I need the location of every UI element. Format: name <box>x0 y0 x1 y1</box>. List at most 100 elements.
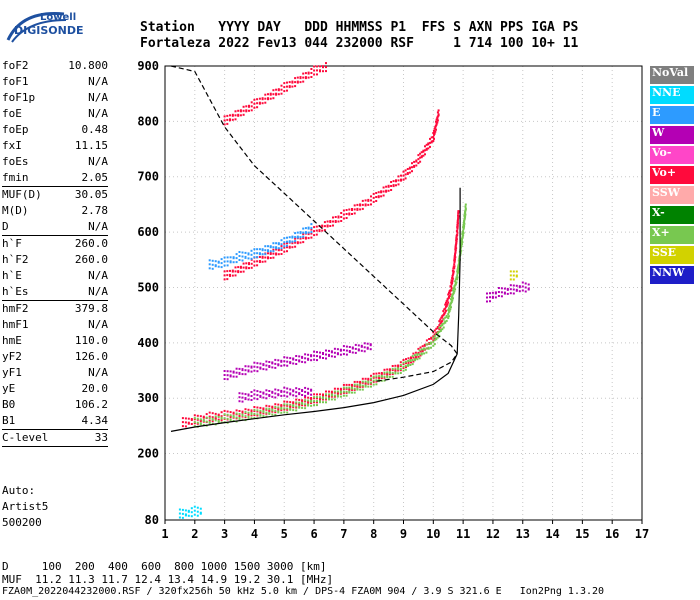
echo-point <box>518 286 521 289</box>
echo-point <box>348 391 351 394</box>
echo-point <box>238 410 241 412</box>
auto-version: 500200 <box>2 516 42 529</box>
echo-point <box>370 378 372 381</box>
echo-point <box>410 357 412 360</box>
echo-point <box>430 342 432 345</box>
echo-point <box>354 351 357 354</box>
echo-point <box>400 174 402 177</box>
echo-point <box>280 88 283 91</box>
echo-point <box>333 395 336 398</box>
echo-point <box>229 416 232 419</box>
echo-point <box>237 109 240 112</box>
echo-point <box>509 270 512 273</box>
echo-point <box>223 370 226 372</box>
echo-point <box>307 358 310 361</box>
echo-point <box>351 391 353 394</box>
echo-point <box>509 278 512 281</box>
echo-point <box>262 408 265 411</box>
echo-point <box>226 118 229 121</box>
echo-point <box>382 190 385 193</box>
echo-point <box>211 412 214 415</box>
param-value: 0.48 <box>81 123 109 136</box>
echo-point <box>190 419 193 421</box>
echo-point <box>265 389 268 392</box>
echo-point <box>274 407 277 410</box>
param-row: D N/A <box>2 219 108 235</box>
echo-point <box>286 89 288 92</box>
echo-point <box>256 248 259 251</box>
echo-point <box>242 105 245 108</box>
distance-row: D 100 200 400 600 800 1000 1500 3000 [km… <box>2 560 327 573</box>
echo-point <box>378 377 381 380</box>
echo-point <box>289 388 292 391</box>
echo-point <box>372 383 375 386</box>
echo-point <box>280 84 283 87</box>
echo-point <box>304 357 307 360</box>
echo-point <box>454 256 457 259</box>
echo-point <box>432 140 435 142</box>
echo-point <box>234 114 237 117</box>
x-tick-label: 3 <box>221 527 228 541</box>
echo-point <box>302 231 305 234</box>
echo-point <box>196 417 199 420</box>
echo-point <box>223 256 226 259</box>
echo-point <box>425 343 428 346</box>
echo-point <box>380 191 383 194</box>
echo-point <box>423 344 426 347</box>
echo-point <box>506 288 509 291</box>
echo-point <box>433 133 435 136</box>
echo-point <box>357 344 360 347</box>
echo-point <box>408 171 411 174</box>
y-tick-label: 400 <box>137 336 159 350</box>
echo-point <box>313 226 316 229</box>
echo-point <box>359 384 362 387</box>
echo-point <box>272 246 275 249</box>
echo-point <box>226 122 229 125</box>
echo-point <box>196 418 199 421</box>
param-row: MUF(D) 30.05 <box>2 187 108 203</box>
echo-point <box>450 306 452 309</box>
echo-point <box>315 233 318 236</box>
echo-point <box>258 97 261 100</box>
echo-point <box>325 393 327 396</box>
echo-point <box>316 359 318 362</box>
echo-point <box>223 274 226 277</box>
echo-point <box>424 149 426 152</box>
echo-point <box>214 412 217 415</box>
echo-point <box>340 220 343 222</box>
echo-point <box>402 361 405 364</box>
echo-point <box>345 217 348 219</box>
echo-point <box>319 351 321 354</box>
echo-point <box>295 401 298 404</box>
echo-point <box>436 332 439 335</box>
echo-point <box>325 62 327 65</box>
echo-point <box>410 361 412 364</box>
param-name: yF1 <box>2 366 22 379</box>
legend-item: W <box>650 126 694 144</box>
echo-point <box>302 241 305 244</box>
echo-point <box>454 251 457 254</box>
echo-point <box>457 217 460 220</box>
echo-point <box>441 319 444 322</box>
param-row: foF1p N/A <box>2 90 108 106</box>
echo-point <box>415 164 418 167</box>
y-tick-label: 700 <box>137 170 159 184</box>
echo-point <box>248 109 250 112</box>
echo-point <box>295 402 298 405</box>
echo-point <box>283 407 286 410</box>
echo-point <box>220 415 223 418</box>
echo-point <box>452 270 455 273</box>
param-name: MUF(D) <box>2 188 42 201</box>
echo-point <box>345 353 348 356</box>
echo-point <box>370 381 372 384</box>
echo-point <box>298 403 301 406</box>
echo-point <box>286 364 289 367</box>
echo-point <box>446 303 449 306</box>
echo-point <box>524 290 527 293</box>
echo-point <box>291 81 294 84</box>
echo-point <box>247 416 250 419</box>
echo-point <box>318 230 321 233</box>
echo-point <box>267 252 269 255</box>
echo-point <box>256 390 259 393</box>
echo-point <box>310 72 313 74</box>
